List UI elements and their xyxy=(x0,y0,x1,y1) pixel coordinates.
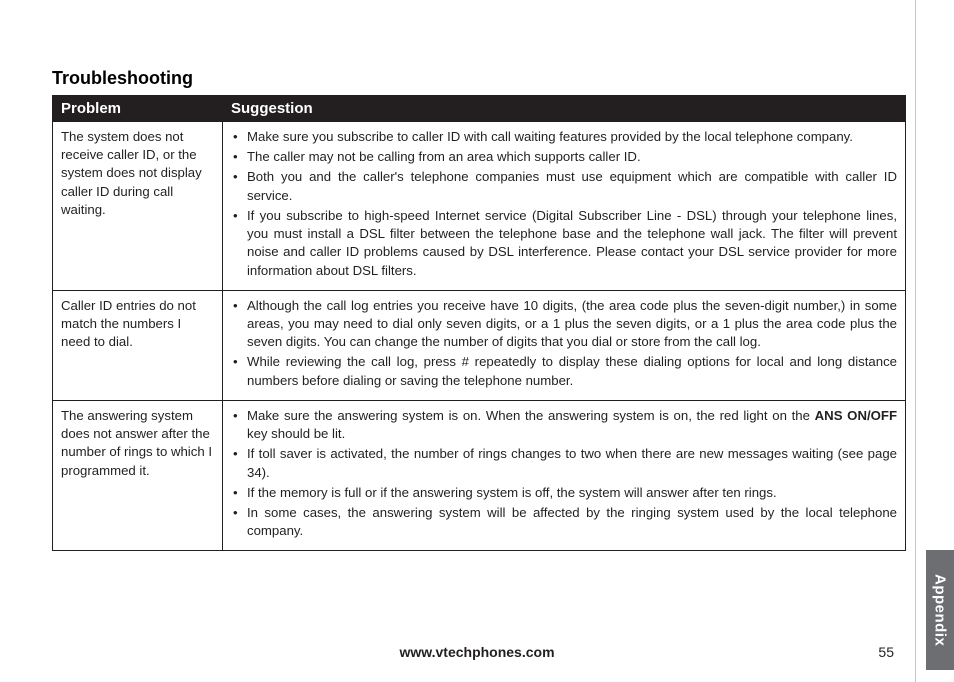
suggestion-cell: Although the call log entries you receiv… xyxy=(223,290,906,400)
suggestion-cell: Make sure the answering system is on. Wh… xyxy=(223,400,906,551)
suggestion-item: In some cases, the answering system will… xyxy=(231,504,897,540)
table-row: The answering system does not answer aft… xyxy=(53,400,906,551)
table-row: The system does not receive caller ID, o… xyxy=(53,122,906,291)
page-number: 55 xyxy=(878,644,894,660)
suggestion-item: The caller may not be calling from an ar… xyxy=(231,148,897,166)
suggestion-cell: Make sure you subscribe to caller ID wit… xyxy=(223,122,906,291)
suggestion-item: Make sure the answering system is on. Wh… xyxy=(231,407,897,443)
troubleshooting-table: Problem Suggestion The system does not r… xyxy=(52,95,906,551)
suggestion-item: Both you and the caller's telephone comp… xyxy=(231,168,897,204)
right-margin-rule xyxy=(915,0,916,682)
footer-url: www.vtechphones.com xyxy=(0,644,954,660)
suggestion-item: Although the call log entries you receiv… xyxy=(231,297,897,352)
problem-cell: Caller ID entries do not match the numbe… xyxy=(53,290,223,400)
suggestion-item: Make sure you subscribe to caller ID wit… xyxy=(231,128,897,146)
appendix-side-tab: Appendix xyxy=(926,550,954,670)
page: Troubleshooting Problem Suggestion The s… xyxy=(0,0,954,682)
suggestion-item: If you subscribe to high-speed Internet … xyxy=(231,207,897,280)
problem-cell: The answering system does not answer aft… xyxy=(53,400,223,551)
col-header-suggestion: Suggestion xyxy=(223,96,906,122)
suggestion-item: While reviewing the call log, press # re… xyxy=(231,353,897,389)
table-body: The system does not receive caller ID, o… xyxy=(53,122,906,551)
suggestion-item: If toll saver is activated, the number o… xyxy=(231,445,897,481)
suggestion-item: If the memory is full or if the answerin… xyxy=(231,484,897,502)
col-header-problem: Problem xyxy=(53,96,223,122)
table-header-row: Problem Suggestion xyxy=(53,96,906,122)
table-row: Caller ID entries do not match the numbe… xyxy=(53,290,906,400)
problem-cell: The system does not receive caller ID, o… xyxy=(53,122,223,291)
section-title: Troubleshooting xyxy=(52,68,906,89)
